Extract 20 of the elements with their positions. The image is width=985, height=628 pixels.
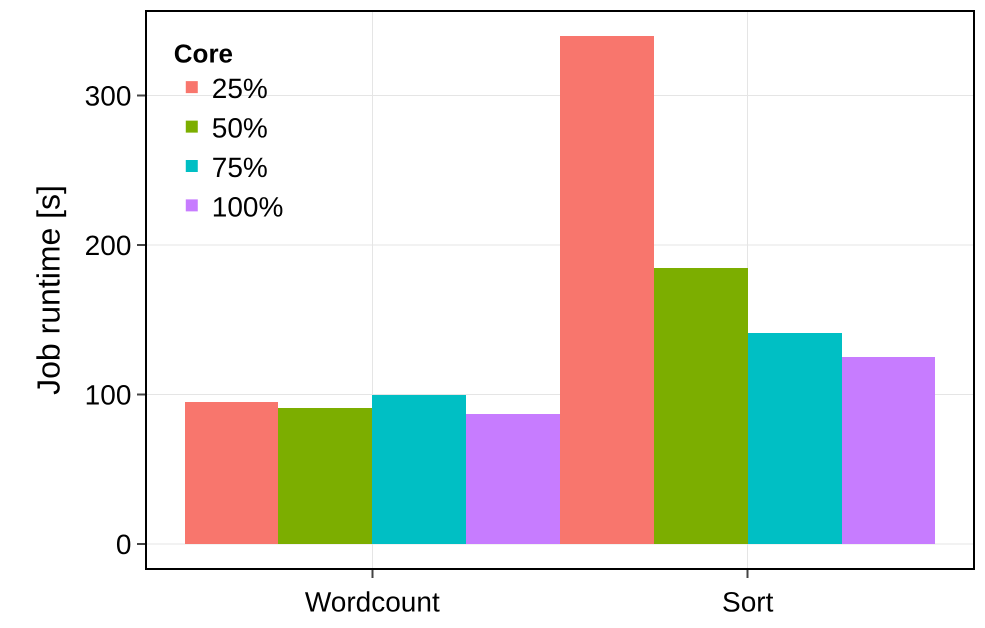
legend-label: 75%	[212, 152, 268, 183]
y-tick-label: 0	[116, 528, 132, 560]
bar	[560, 36, 654, 544]
x-tick-label: Sort	[722, 586, 774, 618]
legend-label: 25%	[212, 73, 268, 104]
y-tick-label: 100	[84, 379, 132, 410]
bar	[748, 333, 842, 544]
bar	[654, 268, 748, 544]
x-tick-label: Wordcount	[304, 586, 440, 618]
y-axis-title: Job runtime [s]	[30, 185, 66, 395]
bar	[466, 414, 560, 544]
legend-title: Core	[174, 38, 234, 68]
bar	[185, 402, 278, 544]
y-tick-label: 300	[84, 80, 132, 112]
legend-label: 50%	[212, 112, 268, 144]
bar	[372, 395, 466, 544]
bar	[842, 357, 935, 544]
bar	[278, 408, 372, 544]
legend-label: 100%	[212, 191, 284, 222]
y-tick-label: 200	[84, 230, 132, 261]
